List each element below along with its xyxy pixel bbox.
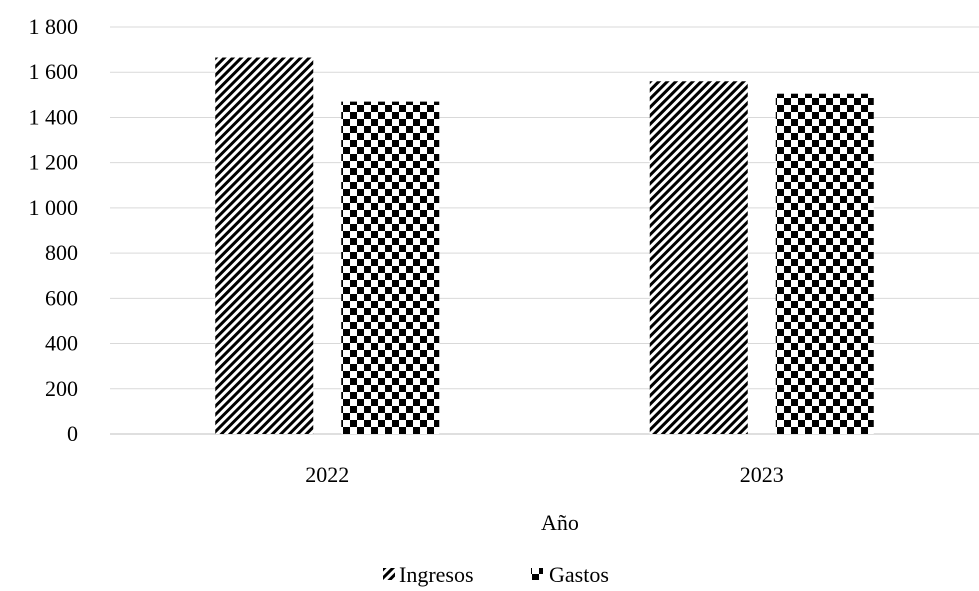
y-tick-label: 600 bbox=[45, 285, 78, 310]
y-tick-label: 1 600 bbox=[29, 59, 79, 84]
y-tick-label: 400 bbox=[45, 331, 78, 356]
y-tick-label: 1 000 bbox=[29, 195, 79, 220]
bars bbox=[215, 57, 874, 435]
bar-gastos-2023 bbox=[775, 93, 874, 435]
x-tick-label: 2023 bbox=[740, 462, 784, 487]
bar-ingresos-2022 bbox=[215, 57, 314, 435]
y-tick-label: 1 400 bbox=[29, 104, 79, 129]
x-axis-tick-labels: 2022 2023 bbox=[305, 462, 784, 487]
y-tick-label: 800 bbox=[45, 240, 78, 265]
bar-ingresos-2023 bbox=[649, 81, 748, 435]
legend-swatch-gastos bbox=[531, 568, 543, 580]
y-tick-label: 1 200 bbox=[29, 150, 79, 175]
x-tick-label: 2022 bbox=[305, 462, 349, 487]
x-axis-title: Año bbox=[541, 510, 579, 535]
bar-gastos-2022 bbox=[341, 101, 440, 434]
legend-label-gastos: Gastos bbox=[549, 562, 609, 587]
y-tick-label: 1 800 bbox=[29, 14, 79, 39]
legend-label-ingresos: Ingresos bbox=[399, 562, 474, 587]
y-tick-label: 200 bbox=[45, 376, 78, 401]
legend-swatch-ingresos bbox=[383, 568, 395, 580]
y-tick-label: 0 bbox=[67, 421, 78, 446]
y-axis-tick-labels: 0 200 400 600 800 1 000 1 200 1 400 1 600 1 800 bbox=[29, 14, 79, 446]
legend: Ingresos Gastos bbox=[383, 562, 609, 587]
